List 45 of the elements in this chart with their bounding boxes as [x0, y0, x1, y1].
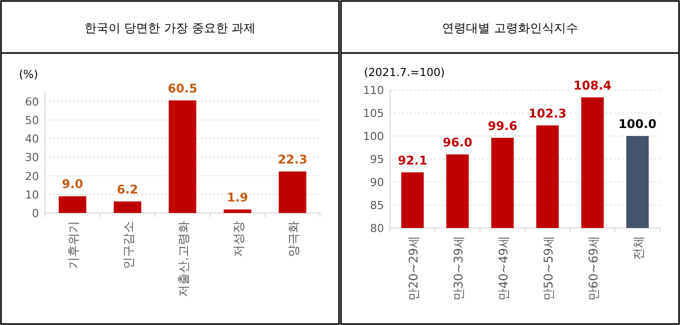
x-tick-label: 만50~59세	[542, 236, 556, 301]
y-tick-label: 60	[25, 95, 39, 108]
bar	[58, 196, 86, 213]
x-tick-label: 만30~39세	[452, 236, 466, 301]
y-tick-label: 50	[25, 114, 39, 127]
x-tick-label: 저성장	[232, 221, 246, 257]
x-tick-label: 양극화	[286, 221, 300, 257]
bar	[224, 209, 252, 213]
bar	[278, 171, 306, 213]
data-label: 9.0	[62, 177, 84, 192]
y-tick-label: 80	[370, 222, 384, 235]
x-tick-label: 만60~69세	[586, 236, 600, 301]
data-label: 102.3	[528, 106, 566, 120]
data-label: 99.6	[488, 118, 518, 133]
data-label: 6.2	[116, 182, 138, 196]
data-label: 108.4	[574, 78, 612, 92]
y-tick-label: 100	[363, 130, 384, 143]
data-label: 1.9	[226, 190, 248, 204]
y-tick-label: 0	[32, 207, 39, 220]
x-tick-label: 전체	[632, 236, 646, 260]
data-label: 22.3	[278, 152, 308, 166]
data-label: 100.0	[618, 117, 656, 131]
y-tick-label: 10	[25, 188, 39, 202]
y-tick-label: 110	[363, 84, 384, 97]
data-label: 60.5	[168, 81, 198, 96]
x-tick-label: 인구감소	[122, 221, 136, 269]
y-tick-label: 85	[370, 199, 384, 212]
y-tick-label: 90	[370, 176, 384, 189]
x-tick-label: 만40~49세	[496, 236, 510, 301]
data-label: 92.1	[398, 153, 428, 168]
y-axis-title: (2021.7.=100)	[364, 66, 445, 79]
bar	[168, 100, 196, 213]
x-tick-label: 기후위기	[66, 221, 80, 269]
y-axis-title: (%)	[19, 68, 38, 81]
bar	[114, 201, 142, 213]
x-tick-label: 만20~29세	[406, 236, 420, 301]
y-tick-label: 20	[25, 170, 39, 183]
chart-title: 한국이 당면한 가장 중요한 과제	[84, 21, 256, 35]
y-tick-label: 40	[25, 132, 39, 146]
x-tick-label: 저출산.고령화	[176, 221, 190, 297]
chart-title: 연령대별 고령화인식지수	[442, 21, 578, 35]
y-tick-label: 105	[363, 107, 384, 120]
y-tick-label: 95	[370, 153, 384, 166]
y-tick-label: 30	[25, 151, 39, 164]
data-label: 96.0	[442, 135, 472, 150]
